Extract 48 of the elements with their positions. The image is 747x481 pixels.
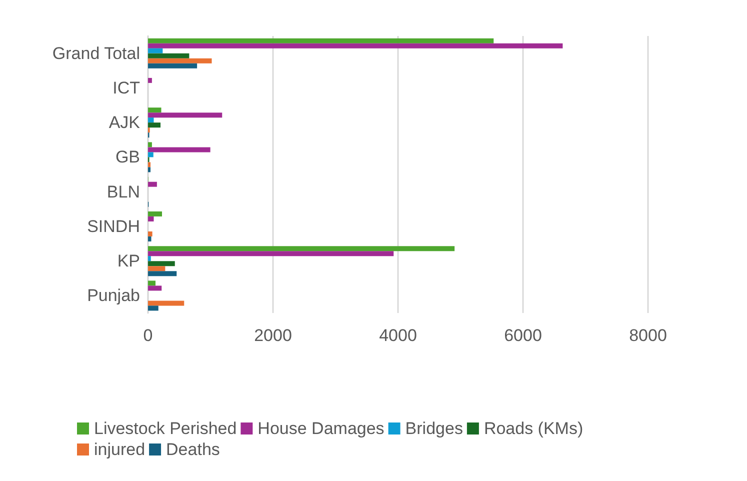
x-tick-label: 6000 xyxy=(504,326,542,345)
bar xyxy=(148,112,222,118)
bar xyxy=(148,38,494,44)
x-tick-label: 0 xyxy=(143,326,153,345)
bar xyxy=(148,122,160,128)
x-tick-label: 4000 xyxy=(379,326,417,345)
bar xyxy=(148,182,157,187)
bar xyxy=(148,78,152,83)
legend-label: Bridges xyxy=(405,419,463,438)
bar xyxy=(148,286,162,291)
y-tick-label: GB xyxy=(115,148,140,167)
x-tick-label: 8000 xyxy=(629,326,667,345)
bar xyxy=(148,63,198,68)
x-tick-label: 2000 xyxy=(254,326,292,345)
bar xyxy=(148,142,152,148)
bar xyxy=(148,53,190,58)
bar xyxy=(148,271,177,276)
legend-label: Livestock Perished xyxy=(94,419,237,438)
y-tick-label: Punjab xyxy=(87,286,140,306)
bar xyxy=(148,118,154,123)
bar xyxy=(148,216,154,222)
bar xyxy=(148,211,162,216)
bar xyxy=(148,43,563,48)
bar xyxy=(148,246,455,252)
bar xyxy=(148,231,152,236)
bar xyxy=(148,58,212,64)
y-tick-label: KP xyxy=(117,252,140,271)
bar xyxy=(148,261,175,266)
bar xyxy=(148,147,210,152)
y-tick-label: ICT xyxy=(112,78,140,98)
bar xyxy=(148,306,158,311)
y-tick-label: BLN xyxy=(106,182,140,202)
bar xyxy=(148,300,184,306)
legend-label: House Damages xyxy=(258,419,384,438)
bar xyxy=(148,48,163,54)
legend-label: Roads (KMs) xyxy=(484,419,584,438)
bar xyxy=(148,236,152,242)
y-tick-label: SINDH xyxy=(87,216,140,236)
bar xyxy=(148,266,166,272)
y-tick-label: Grand Total xyxy=(52,44,140,63)
bar xyxy=(148,280,156,286)
legend-label: Deaths xyxy=(166,440,220,459)
bar xyxy=(148,108,162,113)
y-tick-label: AJK xyxy=(108,113,141,132)
legend-label: injured xyxy=(94,440,146,459)
bar xyxy=(148,251,394,256)
bar xyxy=(148,152,154,158)
bar xyxy=(148,256,151,262)
